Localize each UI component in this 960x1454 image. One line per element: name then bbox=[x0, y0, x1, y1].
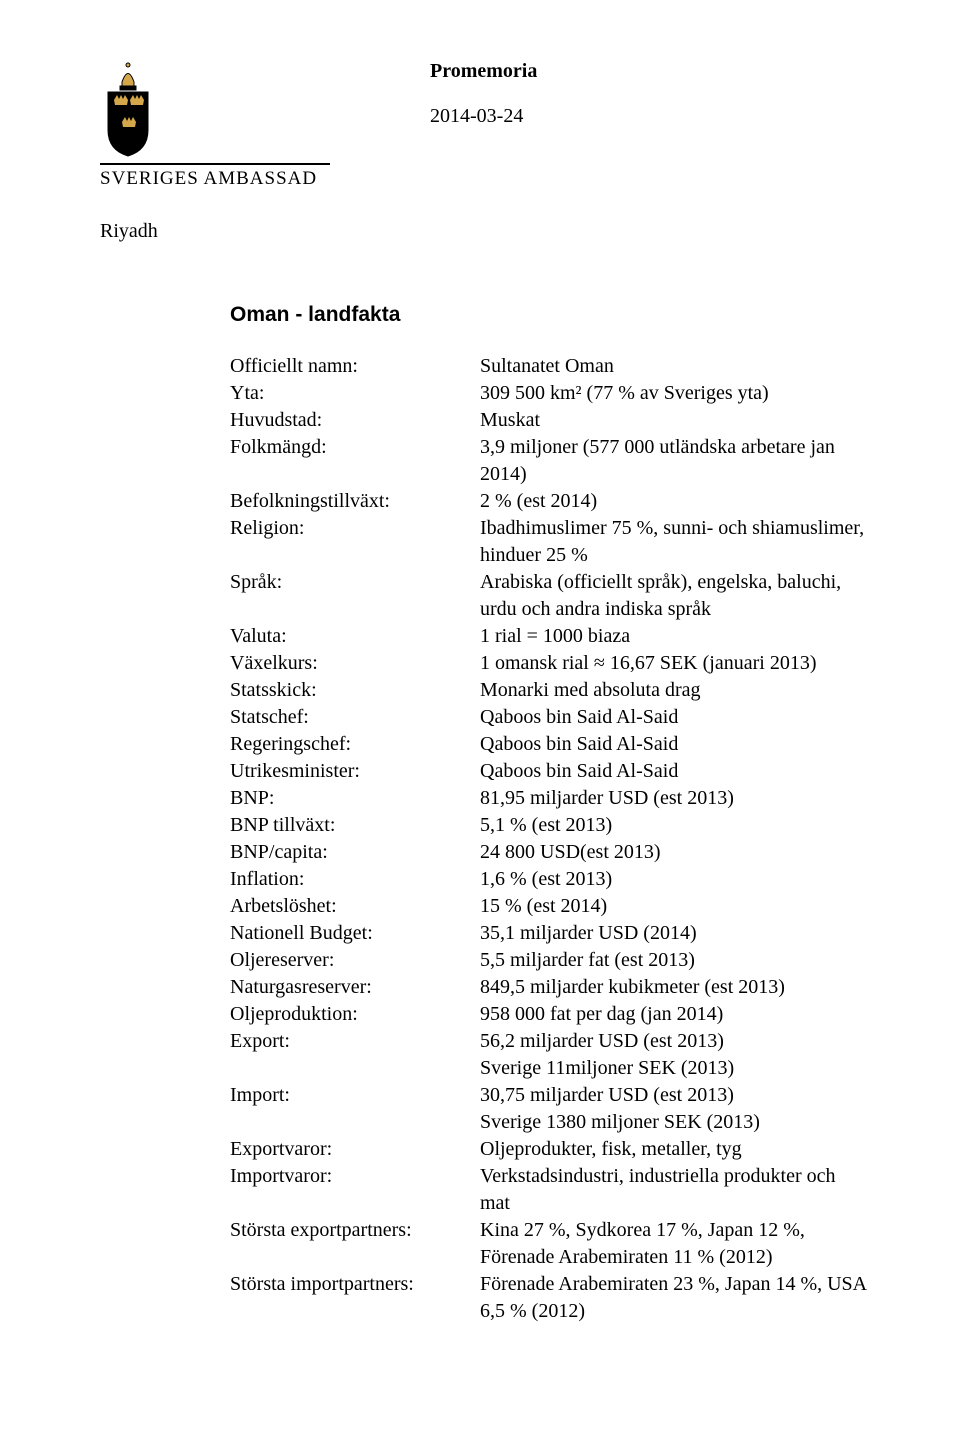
fact-row: BNP:81,95 miljarder USD (est 2013) bbox=[230, 785, 870, 812]
fact-value: Oljeprodukter, fisk, metaller, tyg bbox=[480, 1136, 870, 1163]
fact-value: Verkstadsindustri, industriella produkte… bbox=[480, 1163, 870, 1217]
fact-value: Sultanatet Oman bbox=[480, 353, 870, 380]
fact-row: Språk:Arabiska (officiellt språk), engel… bbox=[230, 569, 870, 623]
fact-value: Monarki med absoluta drag bbox=[480, 677, 870, 704]
fact-value: 5,5 miljarder fat (est 2013) bbox=[480, 947, 870, 974]
fact-label: Importvaror: bbox=[230, 1163, 480, 1190]
fact-row: Växelkurs:1 omansk rial ≈ 16,67 SEK (jan… bbox=[230, 650, 870, 677]
fact-value: 849,5 miljarder kubikmeter (est 2013) bbox=[480, 974, 870, 1001]
fact-row: Huvudstad:Muskat bbox=[230, 407, 870, 434]
fact-value: Qaboos bin Said Al-Said bbox=[480, 704, 870, 731]
fact-label: Arbetslöshet: bbox=[230, 893, 480, 920]
fact-value: 15 % (est 2014) bbox=[480, 893, 870, 920]
fact-value: Muskat bbox=[480, 407, 870, 434]
header-row: SVERIGES AMBASSAD Promemoria 2014-03-24 bbox=[100, 60, 870, 190]
fact-row: Utrikesminister:Qaboos bin Said Al-Said bbox=[230, 758, 870, 785]
fact-label: Största exportpartners: bbox=[230, 1217, 480, 1244]
fact-label: BNP tillväxt: bbox=[230, 812, 480, 839]
fact-value: 30,75 miljarder USD (est 2013) Sverige 1… bbox=[480, 1082, 870, 1136]
fact-value: 1 rial = 1000 biaza bbox=[480, 623, 870, 650]
fact-row: Statschef:Qaboos bin Said Al-Said bbox=[230, 704, 870, 731]
doc-type: Promemoria bbox=[430, 60, 870, 83]
content: Oman - landfakta Officiellt namn:Sultana… bbox=[230, 303, 870, 1325]
fact-row: Religion:Ibadhimuslimer 75 %, sunni- och… bbox=[230, 515, 870, 569]
fact-row: Största exportpartners:Kina 27 %, Sydkor… bbox=[230, 1217, 870, 1271]
fact-value: 1 omansk rial ≈ 16,67 SEK (januari 2013) bbox=[480, 650, 870, 677]
fact-row: Importvaror:Verkstadsindustri, industrie… bbox=[230, 1163, 870, 1217]
fact-row: Folkmängd:3,9 miljoner (577 000 utländsk… bbox=[230, 434, 870, 488]
fact-value: Kina 27 %, Sydkorea 17 %, Japan 12 %, Fö… bbox=[480, 1217, 870, 1271]
fact-label: Statsskick: bbox=[230, 677, 480, 704]
fact-label: Inflation: bbox=[230, 866, 480, 893]
fact-label: Statschef: bbox=[230, 704, 480, 731]
fact-value: 958 000 fat per dag (jan 2014) bbox=[480, 1001, 870, 1028]
fact-label: Utrikesminister: bbox=[230, 758, 480, 785]
fact-row: Naturgasreserver:849,5 miljarder kubikme… bbox=[230, 974, 870, 1001]
fact-label: Största importpartners: bbox=[230, 1271, 480, 1298]
fact-value: 1,6 % (est 2013) bbox=[480, 866, 870, 893]
fact-label: Regeringschef: bbox=[230, 731, 480, 758]
fact-row: Arbetslöshet:15 % (est 2014) bbox=[230, 893, 870, 920]
fact-label: Valuta: bbox=[230, 623, 480, 650]
fact-value: Qaboos bin Said Al-Said bbox=[480, 758, 870, 785]
fact-label: Nationell Budget: bbox=[230, 920, 480, 947]
fact-label: Oljereserver: bbox=[230, 947, 480, 974]
fact-row: Officiellt namn:Sultanatet Oman bbox=[230, 353, 870, 380]
org-name-text: SVERIGES AMBASSAD bbox=[100, 168, 317, 189]
fact-label: Folkmängd: bbox=[230, 434, 480, 461]
fact-label: Export: bbox=[230, 1028, 480, 1055]
fact-value: Förenade Arabemiraten 23 %, Japan 14 %, … bbox=[480, 1271, 870, 1325]
fact-row: Statsskick:Monarki med absoluta drag bbox=[230, 677, 870, 704]
fact-label: Huvudstad: bbox=[230, 407, 480, 434]
fact-label: BNP/capita: bbox=[230, 839, 480, 866]
fact-row: Yta:309 500 km² (77 % av Sveriges yta) bbox=[230, 380, 870, 407]
city-label: Riyadh bbox=[100, 220, 870, 243]
logo-block: SVERIGES AMBASSAD bbox=[100, 60, 380, 190]
facts-list: Officiellt namn:Sultanatet OmanYta:309 5… bbox=[230, 353, 870, 1325]
page-title: Oman - landfakta bbox=[230, 303, 870, 327]
embassy-logo-icon: SVERIGES AMBASSAD bbox=[100, 60, 330, 190]
fact-row: Befolkningstillväxt:2 % (est 2014) bbox=[230, 488, 870, 515]
fact-label: Religion: bbox=[230, 515, 480, 542]
fact-label: Naturgasreserver: bbox=[230, 974, 480, 1001]
fact-value: Ibadhimuslimer 75 %, sunni- och shiamusl… bbox=[480, 515, 870, 569]
fact-label: BNP: bbox=[230, 785, 480, 812]
fact-row: Största importpartners:Förenade Arabemir… bbox=[230, 1271, 870, 1325]
fact-label: Import: bbox=[230, 1082, 480, 1109]
fact-label: Befolkningstillväxt: bbox=[230, 488, 480, 515]
fact-label: Officiellt namn: bbox=[230, 353, 480, 380]
fact-label: Oljeproduktion: bbox=[230, 1001, 480, 1028]
fact-value: Arabiska (officiellt språk), engelska, b… bbox=[480, 569, 870, 623]
fact-value: Qaboos bin Said Al-Said bbox=[480, 731, 870, 758]
fact-value: 3,9 miljoner (577 000 utländska arbetare… bbox=[480, 434, 870, 488]
fact-row: Inflation:1,6 % (est 2013) bbox=[230, 866, 870, 893]
fact-label: Exportvaror: bbox=[230, 1136, 480, 1163]
doc-date: 2014-03-24 bbox=[430, 105, 870, 128]
fact-row: Import:30,75 miljarder USD (est 2013) Sv… bbox=[230, 1082, 870, 1136]
fact-row: Export:56,2 miljarder USD (est 2013) Sve… bbox=[230, 1028, 870, 1082]
fact-row: Oljereserver:5,5 miljarder fat (est 2013… bbox=[230, 947, 870, 974]
fact-value: 309 500 km² (77 % av Sveriges yta) bbox=[480, 380, 870, 407]
fact-value: 24 800 USD(est 2013) bbox=[480, 839, 870, 866]
fact-row: Valuta:1 rial = 1000 biaza bbox=[230, 623, 870, 650]
fact-row: BNP/capita:24 800 USD(est 2013) bbox=[230, 839, 870, 866]
fact-label: Yta: bbox=[230, 380, 480, 407]
fact-label: Språk: bbox=[230, 569, 480, 596]
header-right: Promemoria 2014-03-24 bbox=[380, 60, 870, 138]
fact-row: Nationell Budget:35,1 miljarder USD (201… bbox=[230, 920, 870, 947]
fact-row: Oljeproduktion:958 000 fat per dag (jan … bbox=[230, 1001, 870, 1028]
fact-label: Växelkurs: bbox=[230, 650, 480, 677]
page: SVERIGES AMBASSAD Promemoria 2014-03-24 … bbox=[0, 0, 960, 1454]
fact-value: 2 % (est 2014) bbox=[480, 488, 870, 515]
fact-row: Regeringschef:Qaboos bin Said Al-Said bbox=[230, 731, 870, 758]
fact-value: 56,2 miljarder USD (est 2013) Sverige 11… bbox=[480, 1028, 870, 1082]
fact-row: BNP tillväxt:5,1 % (est 2013) bbox=[230, 812, 870, 839]
fact-value: 35,1 miljarder USD (2014) bbox=[480, 920, 870, 947]
fact-value: 81,95 miljarder USD (est 2013) bbox=[480, 785, 870, 812]
fact-value: 5,1 % (est 2013) bbox=[480, 812, 870, 839]
fact-row: Exportvaror:Oljeprodukter, fisk, metalle… bbox=[230, 1136, 870, 1163]
